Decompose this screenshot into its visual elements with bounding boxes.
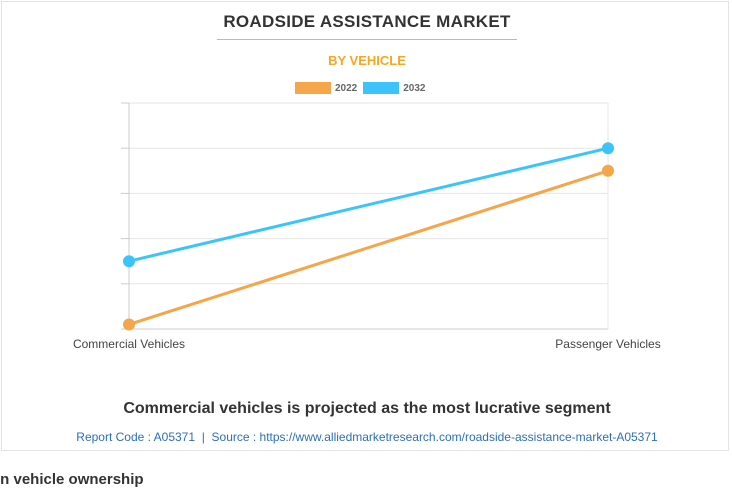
data-point-2022 <box>602 164 614 177</box>
chart-legend: 2022 2032 <box>295 82 428 94</box>
cutoff-heading: in vehicle ownership <box>0 471 144 488</box>
line-chart: Commercial Vehicles Passenger Vehicles <box>73 102 661 351</box>
title-divider <box>217 39 517 40</box>
data-point-2032 <box>123 255 135 268</box>
data-point-2022 <box>123 318 135 331</box>
source-link[interactable]: Source : https://www.alliedmarketresearc… <box>211 430 658 444</box>
source-separator: | <box>201 430 205 444</box>
chart-card: ROADSIDE ASSISTANCE MARKET BY VEHICLE 20… <box>1 1 729 451</box>
legend-swatch-2032 <box>363 82 400 94</box>
x-tick-label: Passenger Vehicles <box>555 337 660 351</box>
legend-label-2022: 2022 <box>335 82 358 94</box>
x-tick-label: Commercial Vehicles <box>73 337 185 351</box>
series-line-2032 <box>128 146 609 263</box>
report-code: Report Code : A05371 <box>76 430 196 444</box>
chart-headline: Commercial vehicles is projected as the … <box>123 400 611 417</box>
legend-swatch-2022 <box>295 82 331 94</box>
series-line-2022 <box>128 169 609 326</box>
chart-title: ROADSIDE ASSISTANCE MARKET <box>223 12 511 31</box>
data-point-2032 <box>602 142 614 155</box>
legend-item-2022[interactable]: 2022 <box>295 82 357 94</box>
source-line: Report Code : A05371 | Source : https://… <box>2 430 732 444</box>
chart-subtitle: BY VEHICLE <box>328 53 406 68</box>
legend-item-2032[interactable]: 2032 <box>363 82 426 94</box>
legend-label-2032: 2032 <box>403 82 426 94</box>
